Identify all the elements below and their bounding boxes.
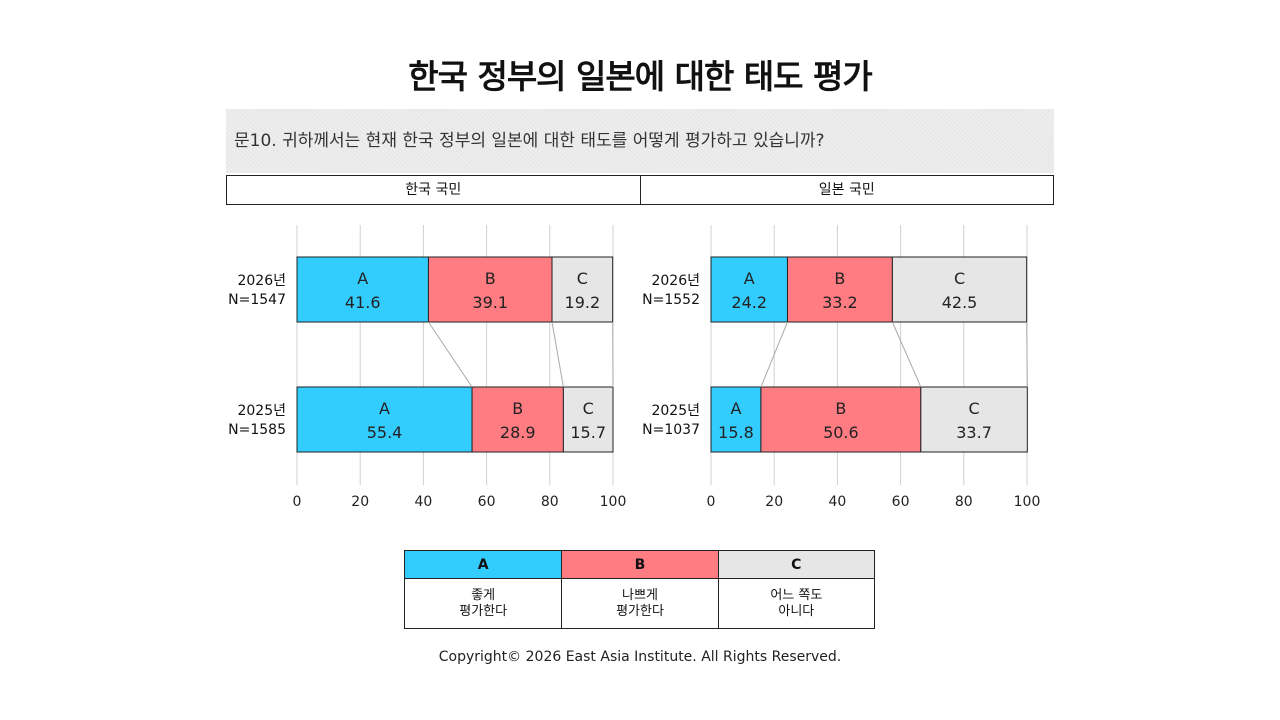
x-tick-label: 60 — [478, 494, 496, 510]
group-header: 한국 국민 일본 국민 — [226, 175, 1054, 205]
bar-value-label: 50.6 — [823, 423, 859, 442]
copyright: Copyright© 2026 East Asia Institute. All… — [438, 649, 842, 665]
bar-segment-c — [562, 386, 614, 453]
connector-line — [428, 321, 473, 388]
bar-series-label: B — [485, 269, 496, 288]
bar-value-label: 55.4 — [367, 423, 403, 442]
legend-desc-b: 나쁘게 평가한다 — [561, 579, 717, 628]
category-n-label: N=1552 — [642, 292, 700, 308]
bar-value-label: 42.5 — [942, 293, 978, 312]
bar-series-label: B — [512, 399, 523, 418]
group-label-japan: 일본 국민 — [639, 176, 1054, 204]
bar-value-label: 28.9 — [500, 423, 536, 442]
category-year-label: 2026년 — [651, 273, 700, 289]
legend-table: A B C 좋게 평가한다 나쁘게 평가한다 어느 쪽도 아니다 — [404, 550, 875, 629]
x-tick-label: 100 — [600, 494, 627, 510]
bar-value-label: 33.7 — [956, 423, 992, 442]
category-n-label: N=1547 — [228, 292, 286, 308]
category-n-label: N=1585 — [228, 422, 286, 438]
legend-desc-c: 어느 쪽도 아니다 — [717, 579, 874, 628]
bar-series-label: A — [357, 269, 368, 288]
chart-title: 한국 정부의 일본에 대한 태도 평가 — [408, 57, 872, 96]
connector-line — [891, 321, 922, 388]
bar-value-label: 39.1 — [472, 293, 508, 312]
bar-series-label: A — [744, 269, 755, 288]
x-tick-label: 40 — [414, 494, 432, 510]
bar-segment-b — [471, 386, 564, 453]
bar-value-label: 41.6 — [345, 293, 381, 312]
category-year-label: 2025년 — [651, 403, 700, 419]
bar-value-label: 24.2 — [731, 293, 767, 312]
connector-line — [551, 321, 564, 388]
category-year-label: 2026년 — [237, 273, 286, 289]
bar-segment-a — [296, 386, 473, 453]
bar-segment-b — [760, 386, 922, 453]
bar-value-label: 19.2 — [565, 293, 601, 312]
survey-question: 문10. 귀하께서는 현재 한국 정부의 일본에 대한 태도를 어떻게 평가하고… — [226, 109, 1054, 173]
bar-segment-b — [427, 256, 553, 323]
bar-series-label: C — [583, 399, 594, 418]
bar-series-label: A — [730, 399, 741, 418]
category-year-label: 2025년 — [237, 403, 286, 419]
x-tick-label: 80 — [955, 494, 973, 510]
bar-segment-b — [786, 256, 893, 323]
connector-line — [760, 321, 788, 388]
bar-segment-c — [891, 256, 1028, 323]
legend-key-c: C — [717, 551, 874, 579]
connector-line — [1026, 321, 1028, 388]
bar-series-label: A — [379, 399, 390, 418]
bar-series-label: C — [954, 269, 965, 288]
x-tick-label: 60 — [892, 494, 910, 510]
x-tick-label: 0 — [707, 494, 716, 510]
x-tick-label: 100 — [1014, 494, 1041, 510]
stacked-bar-charts: 0 20 40 60 80 100 A 41.6 B 39.1 C 19.2 2026년 N=1547 A 5… — [228, 225, 1041, 510]
bar-value-label: 15.8 — [718, 423, 754, 442]
x-tick-label: 40 — [828, 494, 846, 510]
bar-series-label: C — [968, 399, 979, 418]
bar-segment-a — [710, 386, 762, 453]
bar-segment-a — [296, 256, 429, 323]
x-tick-label: 0 — [293, 494, 302, 510]
bar-series-label: B — [835, 399, 846, 418]
x-tick-label: 20 — [351, 494, 369, 510]
bar-segment-c — [551, 256, 614, 323]
category-n-label: N=1037 — [642, 422, 700, 438]
x-tick-label: 80 — [541, 494, 559, 510]
legend-desc-a: 좋게 평가한다 — [459, 587, 508, 619]
x-tick-label: 20 — [765, 494, 783, 510]
bar-segment-a — [710, 256, 788, 323]
legend-key-a: A — [405, 551, 562, 579]
group-label-korea: 한국 국민 — [405, 182, 462, 198]
bar-segment-c — [920, 386, 1028, 453]
bar-value-label: 33.2 — [822, 293, 858, 312]
bar-series-label: B — [834, 269, 845, 288]
legend-key-b: B — [561, 551, 718, 579]
bar-value-label: 15.7 — [570, 423, 606, 442]
bar-series-label: C — [577, 269, 588, 288]
